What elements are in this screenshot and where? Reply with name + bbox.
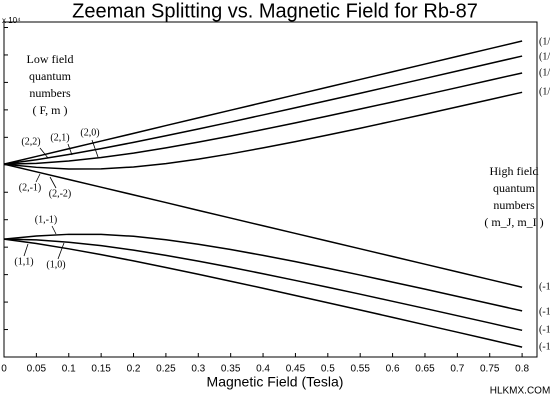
x-tick-label: 0.8 — [515, 364, 529, 375]
series-line — [3, 238, 523, 348]
x-axis-title: Magnetic Field (Tesla) — [207, 374, 344, 390]
y-scale-label: x 10⁴ — [2, 16, 21, 25]
curve-label: (1,1) — [14, 256, 33, 267]
high-field-note: ( m_J, m_I ) — [484, 215, 543, 229]
low-field-note: ( F, m ) — [32, 103, 67, 117]
curve-label: (2,-2) — [49, 188, 72, 199]
label-pointer — [49, 176, 57, 189]
x-tick-label: 0.5 — [321, 364, 335, 375]
x-tick-label: 0.45 — [286, 364, 306, 375]
line-end-label: (1/ — [539, 67, 550, 78]
x-tick-label: 0.75 — [480, 364, 500, 375]
x-tick-label: 0.15 — [91, 364, 111, 375]
x-tick-label: 0.7 — [450, 364, 464, 375]
label-pointer — [67, 143, 73, 156]
x-tick-label: 0 — [1, 364, 7, 375]
label-pointer — [57, 242, 65, 260]
line-end-label: (-1 — [539, 341, 550, 352]
low-field-note: quantum — [29, 69, 72, 83]
label-pointer — [91, 139, 99, 158]
line-end-label: (-1 — [539, 324, 550, 335]
x-tick-label: 0.3 — [191, 364, 205, 375]
series-line — [3, 40, 523, 165]
line-end-label: (1/ — [539, 86, 550, 97]
x-tick-label: 0.6 — [386, 364, 400, 375]
curve-label: (2,-1) — [19, 182, 42, 193]
curve-label: (1,0) — [46, 259, 65, 270]
x-tick-label: 0.05 — [27, 364, 47, 375]
line-end-label: (-1 — [539, 306, 550, 317]
x-tick-label: 0.4 — [256, 364, 270, 375]
line-end-label: (-1 — [539, 281, 550, 292]
low-field-note: Low field — [27, 52, 74, 66]
line-end-label: (1/ — [539, 51, 550, 62]
x-tick-label: 0.35 — [221, 364, 241, 375]
high-field-note: High field — [490, 164, 539, 178]
chart-title: Zeeman Splitting vs. Magnetic Field for … — [72, 0, 478, 22]
x-tick-label: 0.1 — [62, 364, 76, 375]
series-line — [3, 163, 523, 288]
series-line — [3, 238, 523, 332]
x-tick-label: 0.25 — [156, 364, 176, 375]
curve-label: (2,2) — [21, 136, 40, 147]
series-line — [3, 233, 523, 312]
label-pointer — [35, 173, 41, 183]
curve-label: (1,-1) — [35, 214, 58, 225]
high-field-note: quantum — [493, 181, 536, 195]
watermark: HLKMX.COM — [490, 386, 550, 397]
low-field-note: numbers — [29, 86, 71, 100]
curve-label: (2,1) — [50, 132, 69, 143]
label-pointer — [39, 147, 49, 159]
series-line — [3, 55, 523, 165]
curve-label: (2,0) — [80, 127, 99, 138]
plot-frame — [3, 21, 538, 358]
x-tick-label: 0.2 — [127, 364, 141, 375]
series-line — [3, 91, 523, 170]
series-line — [3, 72, 523, 165]
high-field-note: numbers — [493, 198, 535, 212]
x-tick-label: 0.55 — [350, 364, 370, 375]
label-pointer — [51, 225, 57, 235]
x-tick-label: 0.65 — [415, 364, 435, 375]
line-end-label: (1/ — [539, 36, 550, 47]
label-pointer — [23, 243, 29, 257]
